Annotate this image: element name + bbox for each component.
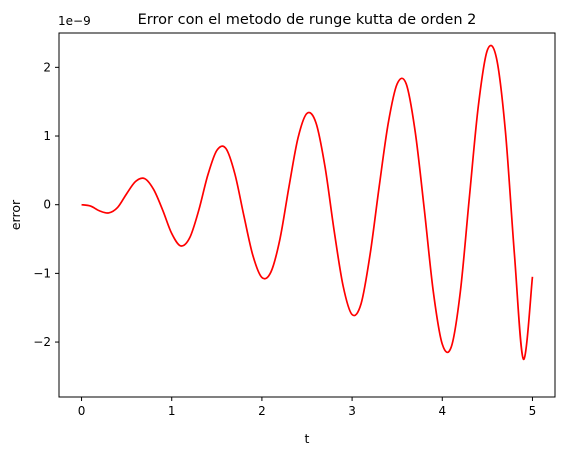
x-axis: 0 1 2 3 4 5 xyxy=(78,397,537,418)
x-tick-label: 5 xyxy=(529,404,537,418)
y-axis-label: error xyxy=(8,199,23,230)
x-axis-label: t xyxy=(305,431,310,446)
y-tick-label: −1 xyxy=(33,266,51,280)
x-tick-label: 0 xyxy=(78,404,86,418)
x-tick-label: 1 xyxy=(168,404,176,418)
y-scale-label: 1e−9 xyxy=(58,14,91,28)
plot-area-frame xyxy=(58,32,556,398)
y-axis: −2 −1 0 1 2 xyxy=(33,60,59,349)
y-tick-label: 0 xyxy=(43,198,51,212)
y-tick-label: −2 xyxy=(33,335,51,349)
chart-title: Error con el metodo de runge kutta de or… xyxy=(138,12,477,28)
x-tick-label: 4 xyxy=(438,404,446,418)
y-tick-label: 1 xyxy=(43,129,51,143)
x-tick-label: 2 xyxy=(258,404,266,418)
x-tick-label: 3 xyxy=(348,404,356,418)
y-tick-label: 2 xyxy=(43,60,51,74)
error-series-line xyxy=(81,44,534,361)
